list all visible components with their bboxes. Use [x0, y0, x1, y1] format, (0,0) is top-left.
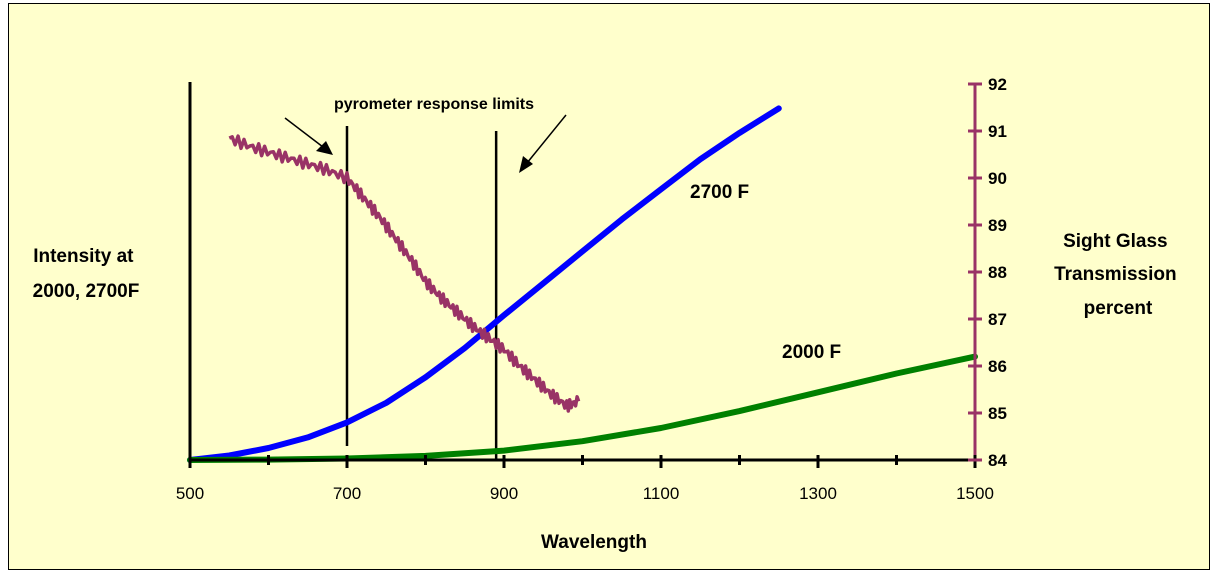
x-tick-label: 1500 [956, 484, 994, 503]
x-tick-label: 700 [333, 484, 361, 503]
y-axis-right-title: Sight Glass Transmission percent [1054, 231, 1182, 319]
annotation-arrow-left [284, 117, 324, 148]
x-axis-title: Wavelength [541, 532, 647, 553]
series-label-2000f: 2000 F [782, 342, 841, 363]
series-line-2000-f [187, 353, 978, 463]
y-right-tick-label: 90 [988, 169, 1007, 188]
annotation-arrowhead-right [519, 156, 533, 173]
series-line-2700-f [187, 105, 782, 463]
y-right-tick-label: 86 [988, 357, 1007, 376]
x-tick-label: 900 [490, 484, 518, 503]
x-tick-label: 1300 [799, 484, 837, 503]
y-right-tick-label: 84 [988, 451, 1007, 470]
y-right-tick-label: 85 [988, 404, 1007, 423]
pyrometer-annotation: pyrometer response limits [334, 96, 534, 113]
y-right-tick-label: 91 [988, 122, 1007, 141]
y-right-tick-label: 92 [988, 75, 1007, 94]
x-tick-label: 500 [176, 484, 204, 503]
y-right-tick-label: 88 [988, 263, 1007, 282]
annotation-arrow-right [526, 114, 567, 164]
y-axis-left-title: Intensity at 2000, 2700F [33, 246, 140, 302]
chart-frame [8, 3, 1210, 570]
series-line-transmission [228, 134, 581, 413]
annotation-arrowhead-left [316, 141, 333, 155]
y-right-tick-label: 89 [988, 216, 1007, 235]
y-right-tick-label: 87 [988, 310, 1007, 329]
x-tick-label: 1100 [643, 484, 680, 503]
series-label-2700f: 2700 F [690, 182, 749, 203]
